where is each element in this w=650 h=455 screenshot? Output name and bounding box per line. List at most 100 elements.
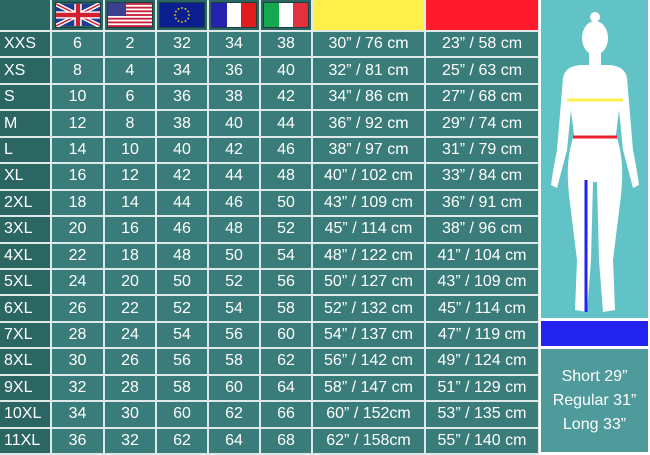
cell-uk: 30	[52, 349, 103, 374]
cell-eu: 56	[157, 349, 207, 374]
cell-uk: 10	[52, 84, 103, 110]
cell-size: L	[0, 137, 50, 163]
cell-us: 2	[105, 32, 155, 57]
cell-fr: 46	[209, 190, 259, 216]
cell-it: 56	[261, 269, 311, 295]
cell-size: 8XL	[0, 349, 50, 374]
cell-size: XXS	[0, 32, 50, 57]
cell-size: XS	[0, 58, 50, 83]
cell-fr: 34	[209, 32, 259, 57]
cell-uk: 34	[52, 402, 103, 427]
cell-eu: 38	[157, 111, 207, 136]
body-silhouette-icon	[551, 12, 639, 312]
cell-bust: 52” / 132 cm	[313, 296, 424, 321]
cell-bust: 40” / 102 cm	[313, 164, 424, 189]
leg-lengths-panel: Short 29” Regular 31” Long 33”	[541, 349, 648, 452]
cell-it: 46	[261, 137, 311, 163]
header-uk-flag	[52, 0, 103, 30]
cell-eu: 46	[157, 217, 207, 242]
cell-bust: 60” / 152cm	[313, 402, 424, 427]
cell-bust: 43” / 109 cm	[313, 190, 424, 216]
cell-bust: 54” / 137 cm	[313, 322, 424, 348]
cell-size: 7XL	[0, 322, 50, 348]
cell-fr: 54	[209, 296, 259, 321]
cell-us: 26	[105, 349, 155, 374]
header-eu-flag	[157, 0, 207, 30]
cell-it: 64	[261, 375, 311, 401]
cell-it: 54	[261, 243, 311, 268]
cell-it: 50	[261, 190, 311, 216]
cell-bust: 32” / 81 cm	[313, 58, 424, 83]
cell-waist: 55” / 140 cm	[426, 428, 538, 453]
cell-uk: 20	[52, 217, 103, 242]
header-corner	[0, 0, 50, 30]
cell-eu: 36	[157, 84, 207, 110]
cell-it: 66	[261, 402, 311, 427]
cell-waist: 29” / 74 cm	[426, 111, 538, 136]
cell-us: 32	[105, 428, 155, 453]
cell-fr: 58	[209, 349, 259, 374]
italy-flag-icon	[263, 2, 309, 28]
inseam-color-bar	[541, 321, 648, 346]
length-regular: Regular 31”	[552, 391, 637, 409]
cell-waist: 31” / 79 cm	[426, 137, 538, 163]
cell-eu: 32	[157, 32, 207, 57]
cell-us: 6	[105, 84, 155, 110]
cell-bust: 45” / 114 cm	[313, 217, 424, 242]
cell-bust: 50” / 127 cm	[313, 269, 424, 295]
header-bust-color	[313, 0, 424, 30]
cell-uk: 28	[52, 322, 103, 348]
size-chart-table: XXS 6 2 32 34 38 30” / 76 cm 23” / 58 cm XS 8 4 34 3…	[0, 0, 539, 455]
cell-fr: 60	[209, 375, 259, 401]
cell-it: 58	[261, 296, 311, 321]
cell-eu: 48	[157, 243, 207, 268]
us-flag-icon	[107, 2, 153, 28]
cell-uk: 12	[52, 111, 103, 136]
cell-bust: 38” / 97 cm	[313, 137, 424, 163]
cell-size: 5XL	[0, 269, 50, 295]
cell-uk: 36	[52, 428, 103, 453]
cell-it: 44	[261, 111, 311, 136]
cell-uk: 8	[52, 58, 103, 83]
cell-size: 3XL	[0, 217, 50, 242]
cell-uk: 32	[52, 375, 103, 401]
cell-uk: 22	[52, 243, 103, 268]
header-france-flag	[209, 0, 259, 30]
cell-us: 10	[105, 137, 155, 163]
cell-it: 40	[261, 58, 311, 83]
length-long: Long 33”	[562, 415, 627, 433]
cell-eu: 60	[157, 402, 207, 427]
cell-waist: 23” / 58 cm	[426, 32, 538, 57]
cell-eu: 40	[157, 137, 207, 163]
cell-fr: 56	[209, 322, 259, 348]
cell-size: 6XL	[0, 296, 50, 321]
cell-us: 14	[105, 190, 155, 216]
cell-it: 38	[261, 32, 311, 57]
header-italy-flag	[261, 0, 311, 30]
cell-waist: 33” / 84 cm	[426, 164, 538, 189]
cell-it: 48	[261, 164, 311, 189]
cell-us: 18	[105, 243, 155, 268]
cell-waist: 27” / 68 cm	[426, 84, 538, 110]
cell-size: 10XL	[0, 402, 50, 427]
cell-fr: 38	[209, 84, 259, 110]
cell-fr: 52	[209, 269, 259, 295]
cell-eu: 54	[157, 322, 207, 348]
cell-fr: 42	[209, 137, 259, 163]
header-us-flag	[105, 0, 155, 30]
cell-eu: 62	[157, 428, 207, 453]
cell-us: 8	[105, 111, 155, 136]
cell-size: S	[0, 84, 50, 110]
cell-waist: 43” / 109 cm	[426, 269, 538, 295]
uk-flag-icon	[54, 2, 101, 28]
cell-waist: 25” / 63 cm	[426, 58, 538, 83]
cell-waist: 38” / 96 cm	[426, 217, 538, 242]
eu-flag-icon	[159, 2, 205, 28]
cell-waist: 51” / 129 cm	[426, 375, 538, 401]
cell-bust: 34” / 86 cm	[313, 84, 424, 110]
cell-eu: 50	[157, 269, 207, 295]
cell-bust: 56” / 142 cm	[313, 349, 424, 374]
cell-eu: 44	[157, 190, 207, 216]
cell-size: 9XL	[0, 375, 50, 401]
cell-uk: 6	[52, 32, 103, 57]
